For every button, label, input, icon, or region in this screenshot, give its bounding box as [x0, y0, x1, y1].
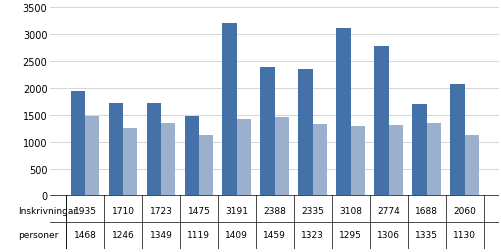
- Text: 1468: 1468: [74, 230, 96, 239]
- Bar: [449, 85, 464, 196]
- Bar: [71, 92, 85, 196]
- Text: 1349: 1349: [149, 230, 172, 239]
- Bar: [388, 125, 402, 196]
- Bar: [350, 126, 364, 196]
- Text: 1306: 1306: [376, 230, 399, 239]
- Text: Inskrivningar: Inskrivningar: [18, 206, 77, 215]
- Text: 2774: 2774: [377, 206, 399, 215]
- Text: 1459: 1459: [263, 230, 286, 239]
- Bar: [85, 117, 99, 196]
- Bar: [464, 135, 478, 196]
- Bar: [161, 123, 175, 196]
- Text: 1130: 1130: [452, 230, 475, 239]
- Bar: [222, 24, 236, 196]
- Text: 2060: 2060: [452, 206, 475, 215]
- Bar: [146, 103, 161, 196]
- Text: 1119: 1119: [187, 230, 210, 239]
- Text: 1475: 1475: [187, 206, 210, 215]
- Bar: [184, 116, 198, 196]
- Bar: [260, 67, 275, 196]
- Text: 3191: 3191: [225, 206, 248, 215]
- Bar: [298, 70, 312, 196]
- Bar: [198, 136, 213, 196]
- Text: 2388: 2388: [263, 206, 286, 215]
- Bar: [426, 124, 440, 196]
- Text: 1409: 1409: [225, 230, 248, 239]
- Text: 3108: 3108: [339, 206, 362, 215]
- Text: 2335: 2335: [301, 206, 324, 215]
- Text: 1688: 1688: [414, 206, 437, 215]
- Bar: [123, 129, 137, 196]
- Bar: [374, 47, 388, 196]
- Bar: [312, 124, 327, 196]
- Bar: [411, 105, 426, 196]
- Text: 1246: 1246: [111, 230, 134, 239]
- Text: 1723: 1723: [149, 206, 172, 215]
- Text: 1323: 1323: [301, 230, 324, 239]
- Text: 1710: 1710: [111, 206, 134, 215]
- Text: 1935: 1935: [74, 206, 96, 215]
- Bar: [108, 104, 123, 196]
- Text: 1335: 1335: [414, 230, 437, 239]
- Bar: [275, 117, 289, 196]
- Bar: [336, 29, 350, 196]
- Text: personer: personer: [18, 230, 58, 239]
- Bar: [236, 120, 251, 196]
- Text: 1295: 1295: [339, 230, 362, 239]
